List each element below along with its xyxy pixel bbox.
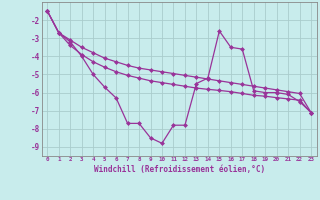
X-axis label: Windchill (Refroidissement éolien,°C): Windchill (Refroidissement éolien,°C) — [94, 165, 265, 174]
